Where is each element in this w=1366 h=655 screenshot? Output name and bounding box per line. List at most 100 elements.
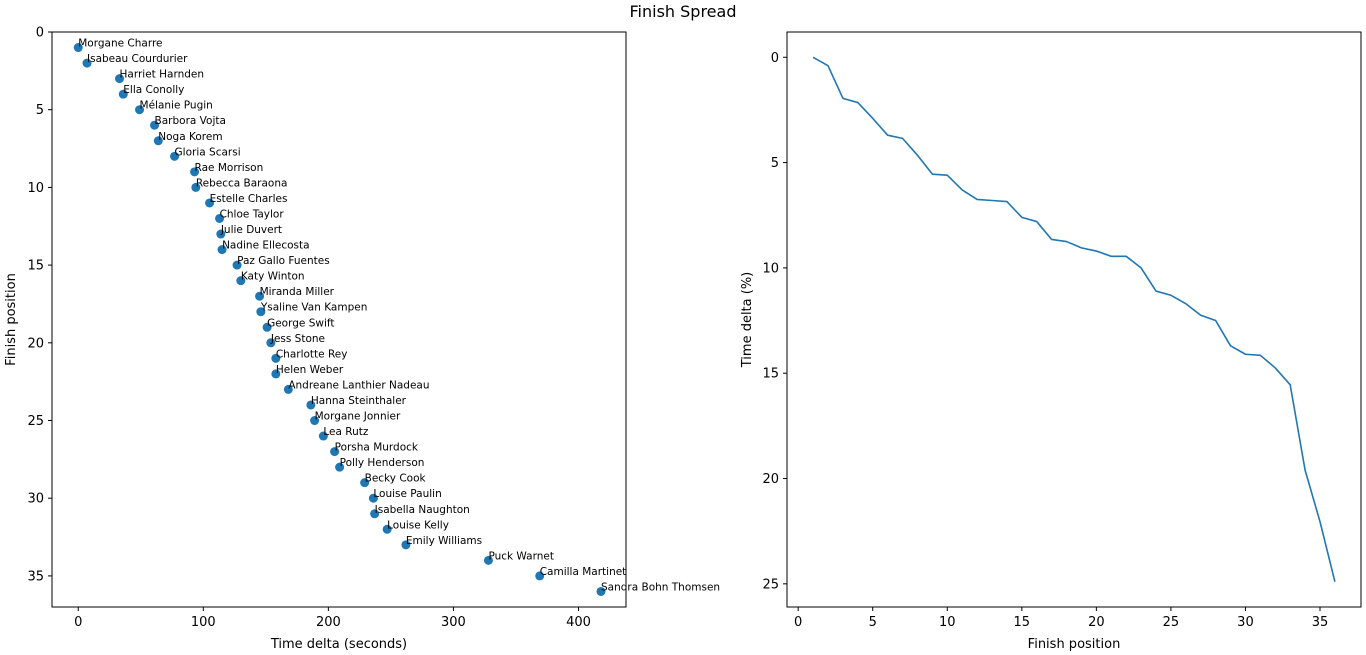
scatter-point — [262, 322, 272, 332]
right-plot-frame — [786, 31, 1362, 608]
point-label: Jess Stone — [270, 333, 325, 345]
left-x-tick-label: 400 — [566, 615, 591, 630]
scatter-point — [217, 245, 227, 255]
left-x-tick-label: 300 — [441, 615, 466, 630]
right-x-tick-label: 20 — [1088, 615, 1105, 630]
point-label: Helen Weber — [276, 364, 344, 376]
scatter-point — [150, 120, 160, 130]
scatter-point — [370, 509, 380, 519]
scatter-point — [236, 276, 246, 286]
right-x-tick-label: 30 — [1237, 615, 1254, 630]
point-label: Isabella Naughton — [375, 504, 470, 516]
right-y-tick-label: 15 — [762, 367, 779, 382]
point-label: Paz Gallo Fuentes — [237, 255, 330, 267]
right-y-tick-label: 20 — [762, 472, 779, 487]
point-label: Polly Henderson — [340, 457, 425, 469]
point-label: Nadine Ellecosta — [222, 240, 309, 252]
point-label: Julie Duvert — [220, 224, 282, 236]
point-label: Rebecca Baraona — [196, 177, 288, 189]
point-label: Estelle Charles — [210, 193, 288, 205]
point-label: Morgane Jonnier — [315, 411, 401, 423]
right-x-axis-label: Finish position — [1028, 637, 1121, 652]
left-plot-frame — [51, 31, 627, 608]
point-label: Isabeau Courdurier — [87, 53, 188, 65]
right-y-tick-label: 25 — [762, 577, 779, 592]
scatter-point — [232, 260, 242, 270]
right-series-line-group — [812, 56, 1336, 582]
scatter-point — [382, 524, 392, 534]
right-x-tick-label: 25 — [1163, 615, 1180, 630]
scatter-point — [190, 167, 200, 177]
point-label: Miranda Miller — [260, 286, 335, 298]
point-label: Emily Williams — [406, 535, 482, 547]
point-label: Lea Rutz — [323, 426, 368, 438]
left-x-tick-label: 100 — [191, 615, 216, 630]
right-y-tick-label: 10 — [762, 261, 779, 276]
left-x-tick-label: 200 — [316, 615, 341, 630]
point-label: Noga Korem — [158, 131, 222, 143]
figure-title: Finish Spread — [629, 2, 737, 21]
scatter-point — [535, 571, 545, 581]
scatter-point — [266, 338, 276, 348]
right-line-plot: 0 5 10 15 20 25 30 35 0 5 10 15 20 25 Finish position… — [740, 31, 1362, 652]
scatter-point — [215, 213, 225, 223]
point-label: Ella Conolly — [123, 84, 184, 96]
scatter-point — [205, 198, 215, 208]
right-y-tick-label: 0 — [771, 51, 779, 66]
point-label: Mélanie Pugin — [140, 100, 213, 112]
right-y-axis-label: Time delta (%) — [740, 272, 755, 369]
scatter-point — [170, 151, 180, 161]
scatter-point — [153, 136, 163, 146]
left-y-tick-label: 0 — [36, 26, 44, 41]
point-label: Katy Winton — [241, 271, 305, 283]
right-y-tick-label: 5 — [771, 156, 779, 171]
series-line — [812, 56, 1336, 582]
scatter-point — [335, 462, 345, 472]
point-label: Barbora Vojta — [155, 115, 226, 127]
scatter-point — [368, 493, 378, 503]
left-y-tick-label: 15 — [27, 259, 44, 274]
scatter-point — [135, 105, 145, 115]
scatter-point — [330, 447, 340, 457]
point-label: Hanna Steinthaler — [311, 395, 407, 407]
right-x-tick-label: 0 — [794, 615, 802, 630]
right-axis-ticks: 0 5 10 15 20 25 30 35 0 5 10 15 20 25 — [762, 51, 1328, 630]
point-label: Sandra Bohn Thomsen — [601, 581, 720, 593]
left-y-axis-label: Finish position — [4, 273, 19, 366]
scatter-point — [191, 182, 201, 192]
scatter-point — [283, 384, 293, 394]
point-label: Louise Paulin — [373, 488, 441, 500]
point-label: Harriet Harnden — [120, 69, 205, 81]
scatter-point — [318, 431, 328, 441]
scatter-point — [483, 555, 493, 565]
scatter-point — [73, 43, 83, 53]
right-x-tick-label: 35 — [1312, 615, 1329, 630]
left-y-tick-label: 5 — [36, 103, 44, 118]
point-label: Ysaline Van Kampen — [260, 302, 368, 314]
scatter-point — [306, 400, 316, 410]
scatter-point — [401, 540, 411, 550]
point-label: Chloe Taylor — [220, 208, 285, 220]
point-label: Becky Cook — [365, 473, 427, 485]
left-y-tick-label: 30 — [27, 492, 44, 507]
scatter-point — [596, 586, 606, 596]
left-y-tick-label: 25 — [27, 414, 44, 429]
left-y-tick-label: 10 — [27, 181, 44, 196]
point-label: Camilla Martinet — [540, 566, 627, 578]
point-label: Andreane Lanthier Nadeau — [288, 379, 429, 391]
scatter-point — [271, 353, 281, 363]
scatter-point — [256, 307, 266, 317]
right-x-tick-label: 15 — [1014, 615, 1031, 630]
left-points — [73, 43, 606, 596]
scatter-point — [255, 291, 265, 301]
right-x-tick-label: 5 — [869, 615, 877, 630]
scatter-point — [360, 478, 370, 488]
point-label: Charlotte Rey — [276, 348, 348, 360]
left-y-tick-label: 35 — [27, 569, 44, 584]
left-x-tick-label: 0 — [74, 615, 82, 630]
point-label: Puck Warnet — [488, 550, 554, 562]
scatter-point — [115, 74, 125, 84]
scatter-point — [310, 416, 320, 426]
right-x-tick-label: 10 — [939, 615, 956, 630]
